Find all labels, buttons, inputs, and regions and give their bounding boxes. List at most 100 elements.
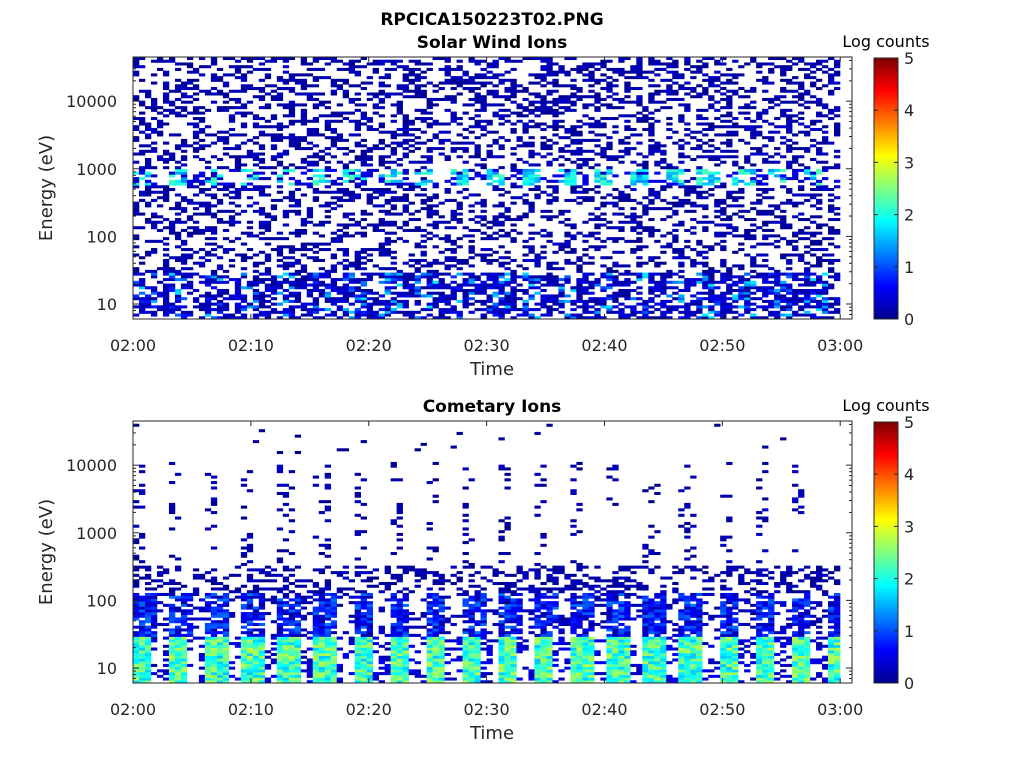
heatmap-cell [726, 78, 733, 82]
heatmap-cell [528, 57, 535, 61]
heatmap-cell [720, 308, 727, 312]
heatmap-cell [426, 125, 433, 129]
heatmap-cell [138, 663, 146, 667]
heatmap-cell [366, 81, 373, 85]
heatmap-cell [324, 272, 332, 276]
heatmap-cell [750, 119, 757, 123]
heatmap-cell [564, 95, 571, 99]
heatmap-cell [762, 234, 769, 238]
heatmap-cell [444, 78, 451, 82]
heatmap-cell [648, 138, 655, 142]
heatmap-cell [133, 65, 140, 69]
heatmap-cell [726, 174, 733, 178]
heatmap-cell [564, 223, 571, 227]
heatmap-cell [522, 127, 529, 131]
heatmap-cell [378, 248, 385, 252]
heatmap-cell [486, 174, 493, 178]
heatmap-cell [660, 185, 667, 189]
heatmap-cell [648, 144, 655, 148]
heatmap-cell [672, 280, 679, 284]
heatmap-cell [678, 201, 685, 205]
heatmap-cell [294, 201, 302, 205]
heatmap-cell [744, 103, 751, 107]
heatmap-cell [570, 84, 577, 88]
heatmap-cell [408, 95, 415, 99]
heatmap-cell [210, 193, 218, 197]
heatmap-cell [588, 138, 595, 142]
heatmap-cell [642, 119, 649, 123]
heatmap-cell [684, 185, 691, 189]
heatmap-cell [816, 299, 823, 303]
heatmap-cell [210, 168, 218, 172]
heatmap-cell [384, 299, 391, 303]
heatmap-cell [738, 209, 745, 213]
heatmap-cell [270, 59, 278, 63]
heatmap-cell [582, 65, 589, 69]
heatmap-cell [264, 73, 272, 77]
heatmap-cell [348, 100, 355, 104]
heatmap-cell [594, 133, 601, 137]
heatmap-cell [576, 256, 583, 260]
heatmap-cell [588, 122, 595, 126]
heatmap-cell [732, 288, 739, 293]
heatmap-cell [450, 264, 457, 268]
heatmap-cell [138, 470, 146, 474]
heatmap-cell [528, 103, 535, 107]
heatmap-cell [654, 62, 661, 66]
heatmap-cell [270, 237, 278, 241]
heatmap-cell [714, 310, 721, 314]
heatmap-cell [672, 305, 679, 309]
heatmap-cell [804, 73, 811, 77]
heatmap-cell [438, 67, 445, 71]
heatmap-cell [390, 92, 397, 96]
heatmap-cell [546, 108, 553, 112]
heatmap-cell [420, 228, 427, 232]
heatmap-cell [162, 73, 170, 77]
heatmap-cell [564, 106, 571, 110]
heatmap-cell [618, 212, 625, 216]
heatmap-cell [642, 313, 649, 317]
heatmap-cell [564, 100, 571, 104]
heatmap-cell [792, 248, 799, 252]
heatmap-cell [336, 67, 344, 71]
heatmap-cell [330, 57, 338, 61]
heatmap-cell [222, 297, 230, 301]
heatmap-cell [552, 81, 559, 85]
heatmap-cell [450, 294, 457, 298]
heatmap-cell [384, 209, 391, 213]
heatmap-cell [133, 237, 140, 241]
heatmap-cell [732, 179, 739, 183]
heatmap-cell [192, 106, 200, 110]
heatmap-cell [516, 218, 523, 222]
heatmap-cell [150, 288, 158, 293]
heatmap-cell [810, 215, 817, 219]
heatmap-cell [150, 198, 158, 202]
heatmap-cell [576, 119, 583, 123]
heatmap-cell [720, 223, 727, 227]
heatmap-cell [774, 294, 781, 298]
heatmap-cell [480, 76, 487, 80]
heatmap-cell [228, 127, 236, 131]
heatmap-cell [133, 505, 140, 509]
heatmap-cell [390, 160, 397, 164]
heatmap-cell [162, 81, 170, 85]
heatmap-cell [528, 209, 535, 213]
heatmap-cell [816, 147, 823, 151]
heatmap-cell [672, 212, 679, 216]
heatmap-cell [354, 256, 361, 260]
heatmap-cell [342, 166, 349, 170]
heatmap-cell [276, 92, 284, 96]
heatmap-cell [708, 149, 715, 153]
colorbar-tick-label: 4 [904, 101, 914, 120]
heatmap-cell [240, 103, 248, 107]
heatmap-cell [522, 198, 529, 202]
heatmap-cell [480, 67, 487, 71]
heatmap-cell [474, 299, 481, 303]
heatmap-cell [762, 278, 769, 282]
heatmap-cell [186, 234, 194, 238]
heatmap-cell [342, 248, 349, 252]
heatmap-cell [732, 250, 739, 254]
heatmap-cell [540, 283, 547, 287]
heatmap-cell [510, 163, 517, 167]
heatmap-cell [162, 288, 170, 293]
